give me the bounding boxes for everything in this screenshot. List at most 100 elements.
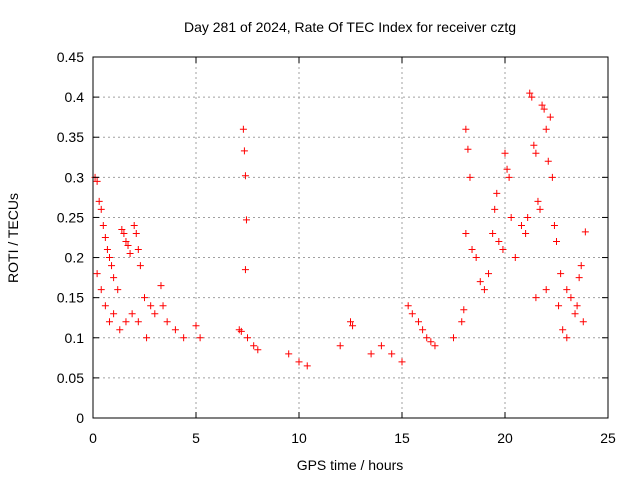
data-point	[458, 318, 466, 326]
x-tick-label: 5	[192, 430, 200, 446]
data-point	[303, 362, 311, 370]
data-point	[196, 334, 204, 342]
y-tick-label: 0	[76, 410, 84, 426]
data-point	[414, 318, 422, 326]
data-point	[192, 322, 200, 330]
data-point	[567, 294, 575, 302]
data-point	[239, 125, 247, 133]
data-point	[122, 238, 130, 246]
y-tick-label: 0.25	[57, 209, 84, 225]
data-point	[136, 262, 144, 270]
data-point	[476, 278, 484, 286]
data-point	[132, 229, 140, 237]
data-point	[244, 334, 251, 342]
data-point	[122, 318, 130, 326]
data-point	[347, 318, 354, 326]
data-point	[462, 125, 470, 133]
y-tick-label: 0.4	[65, 89, 85, 105]
data-point	[493, 189, 501, 197]
data-point	[464, 145, 472, 153]
data-point	[404, 302, 412, 310]
data-point	[546, 113, 554, 121]
data-point	[423, 334, 431, 342]
data-point	[419, 326, 427, 334]
data-point	[101, 234, 109, 241]
data-point	[528, 93, 536, 101]
data-point	[237, 327, 245, 335]
data-point	[460, 306, 468, 314]
data-point	[427, 338, 435, 346]
data-point	[542, 125, 550, 133]
data-point	[540, 105, 548, 113]
data-point	[573, 302, 581, 310]
data-point	[559, 326, 567, 334]
y-tick-label: 0.05	[57, 370, 84, 386]
data-point	[507, 213, 515, 221]
data-point	[499, 246, 507, 254]
data-point	[240, 147, 248, 155]
data-point	[388, 350, 396, 358]
x-tick-label: 0	[89, 430, 97, 446]
data-point	[171, 326, 179, 334]
y-tick-label: 0.2	[65, 250, 85, 266]
data-point	[522, 229, 530, 237]
data-point	[505, 173, 513, 181]
data-point	[128, 310, 136, 318]
data-point	[532, 149, 540, 157]
plot-frame	[92, 56, 609, 419]
data-point	[517, 221, 525, 229]
data-point	[511, 254, 519, 262]
data-point	[118, 225, 126, 233]
data-point	[120, 229, 128, 237]
data-point	[134, 246, 142, 254]
grid-layer	[93, 57, 608, 418]
data-point	[151, 310, 159, 318]
data-point	[116, 326, 124, 334]
data-point	[110, 310, 118, 318]
x-tick-label: 15	[394, 430, 410, 446]
data-point	[143, 334, 151, 342]
x-tick-label: 20	[497, 430, 513, 446]
data-point	[524, 213, 532, 221]
data-point	[105, 318, 113, 326]
y-tick-label: 0.35	[57, 129, 84, 145]
data-point	[108, 262, 116, 270]
x-tick-label: 10	[291, 430, 307, 446]
data-point	[147, 302, 155, 310]
y-axis-label: ROTI / TECUs	[5, 193, 21, 283]
data-point	[114, 286, 122, 294]
chart-title: Day 281 of 2024, Rate Of TEC Index for r…	[184, 19, 516, 35]
data-point	[491, 205, 499, 213]
data-point	[536, 205, 544, 213]
data-point	[542, 286, 550, 294]
data-point	[105, 254, 113, 262]
data-point	[250, 342, 258, 350]
data-point	[581, 228, 589, 236]
data-point	[557, 270, 565, 278]
data-point	[501, 149, 509, 157]
y-tick-label: 0.15	[57, 290, 84, 306]
y-tick-label: 0.45	[57, 49, 84, 65]
data-point	[548, 173, 556, 181]
data-point	[579, 318, 587, 326]
data-point	[544, 157, 552, 165]
data-point	[555, 302, 563, 310]
data-point	[349, 322, 357, 330]
data-point	[462, 229, 470, 237]
ticks-layer: 0 0.05 0.1 0.15 0.2 0.25 0.3 0.35 0.4 0.45 0 5 10 15 2…	[57, 49, 616, 446]
data-point	[95, 197, 103, 205]
data-point	[336, 342, 344, 350]
data-point	[103, 246, 111, 254]
data-point	[130, 221, 138, 229]
data-point	[157, 282, 165, 290]
data-point	[538, 101, 546, 109]
data-points-layer	[91, 89, 589, 370]
data-point	[503, 165, 511, 173]
y-tick-label: 0.3	[65, 169, 85, 185]
data-point	[159, 302, 167, 310]
data-point	[124, 242, 132, 250]
data-point	[367, 350, 375, 358]
data-point	[110, 274, 118, 282]
data-point	[134, 318, 142, 326]
